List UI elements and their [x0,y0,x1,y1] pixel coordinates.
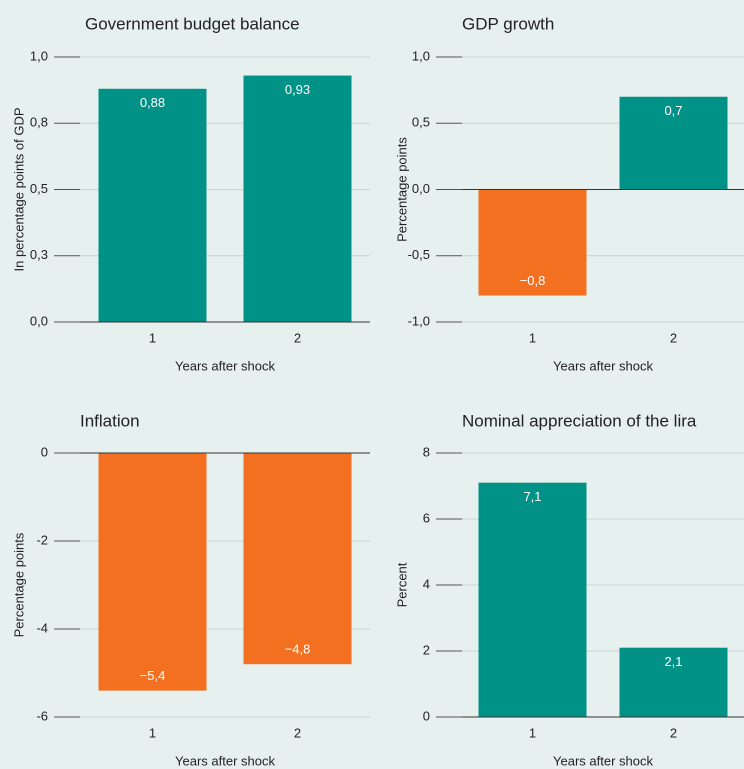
chart-title: Government budget balance [85,14,300,33]
y-tick-label: 6 [423,510,430,525]
x-tick-label: 2 [670,725,677,740]
y-tick-label: 0 [41,444,48,459]
value-label: 2,1 [664,654,682,669]
y-tick-label: -0,5 [408,247,430,262]
value-label: 0,88 [140,95,165,110]
value-label: −5,4 [140,668,166,683]
x-tick-label: 2 [294,725,301,740]
y-tick-label: 4 [423,576,430,591]
chart-title: GDP growth [462,14,554,33]
y-tick-label: 0 [423,708,430,723]
value-label: 0,7 [664,103,682,118]
x-tick-label: 2 [670,330,677,345]
x-tick-label: 1 [529,330,536,345]
x-tick-label: 1 [529,725,536,740]
x-tick-label: 1 [149,725,156,740]
x-axis-label: Years after shock [175,358,275,373]
y-tick-label: -1,0 [408,313,430,328]
y-tick-label: 0,3 [30,247,48,262]
x-tick-label: 2 [294,330,301,345]
chart-title: Inflation [80,411,140,430]
y-tick-label: 2 [423,642,430,657]
y-tick-label: 8 [423,444,430,459]
y-tick-label: -4 [36,620,48,635]
bar [98,453,207,691]
bar [243,75,352,322]
y-tick-label: 0,5 [30,181,48,196]
y-axis-label: In percentage points of GDP [11,107,26,271]
bar [478,482,587,717]
y-tick-label: -2 [36,532,48,547]
y-axis-label: Percentage points [11,532,26,637]
y-axis-label: Percent [394,562,409,607]
x-axis-label: Years after shock [175,753,275,768]
y-tick-label: 0,0 [412,181,430,196]
bar [478,189,587,296]
x-tick-label: 1 [149,330,156,345]
y-tick-label: 1,0 [30,48,48,63]
x-axis-label: Years after shock [553,753,653,768]
value-label: 7,1 [523,489,541,504]
value-label: 0,93 [285,82,310,97]
y-tick-label: -6 [36,708,48,723]
bar [619,96,728,190]
bar [98,88,207,322]
bar [243,453,352,665]
y-tick-label: 0,0 [30,313,48,328]
y-tick-label: 0,5 [412,115,430,130]
y-tick-label: 1,0 [412,48,430,63]
y-axis-label: Percentage points [394,137,409,242]
value-label: −0,8 [520,273,546,288]
y-tick-label: 0,8 [30,115,48,130]
x-axis-label: Years after shock [553,358,653,373]
value-label: −4,8 [285,642,311,657]
bar [619,647,728,717]
chart-title: Nominal appreciation of the lira [462,411,697,430]
